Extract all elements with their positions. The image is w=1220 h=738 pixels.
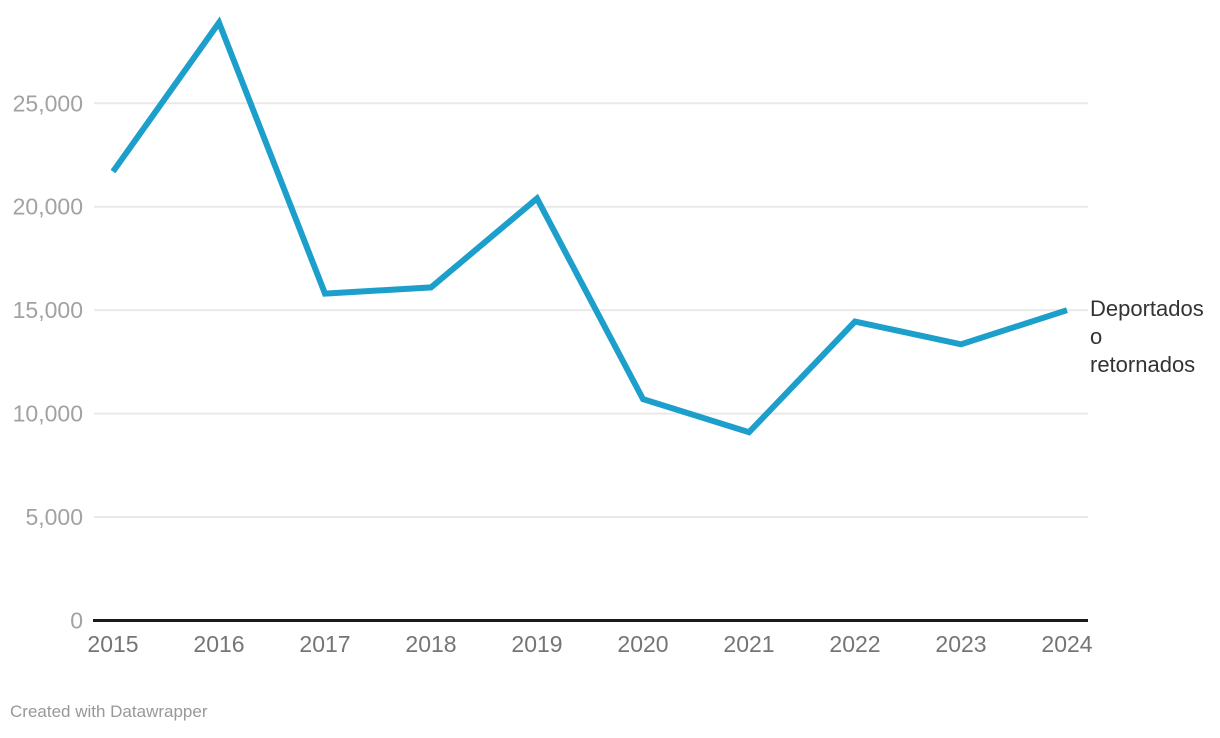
x-tick-label: 2022: [829, 631, 880, 657]
datawrapper-credit: Created with Datawrapper: [10, 702, 208, 721]
series-label-line: Deportados: [1090, 296, 1204, 321]
y-tick-label: 15,000: [13, 297, 83, 323]
x-tick-label: 2021: [723, 631, 774, 657]
x-tick-label: 2020: [617, 631, 668, 657]
x-tick-label: 2015: [87, 631, 138, 657]
x-tick-label: 2017: [299, 631, 350, 657]
y-tick-label: 20,000: [13, 194, 83, 220]
x-tick-label: 2024: [1041, 631, 1092, 657]
series-label-line: retornados: [1090, 352, 1196, 377]
x-tick-label: 2016: [193, 631, 244, 657]
series-label-line: o: [1090, 324, 1103, 349]
x-tick-label: 2018: [405, 631, 456, 657]
y-tick-label: 0: [70, 608, 83, 634]
x-tick-label: 2023: [935, 631, 986, 657]
y-tick-label: 25,000: [13, 90, 83, 116]
data-line-deportados: [110, 16, 1068, 436]
y-tick-label: 10,000: [13, 401, 83, 427]
x-tick-label: 2019: [511, 631, 562, 657]
series-direct-label: Deportados o retornados: [1090, 295, 1218, 379]
y-tick-label: 5,000: [25, 504, 83, 530]
